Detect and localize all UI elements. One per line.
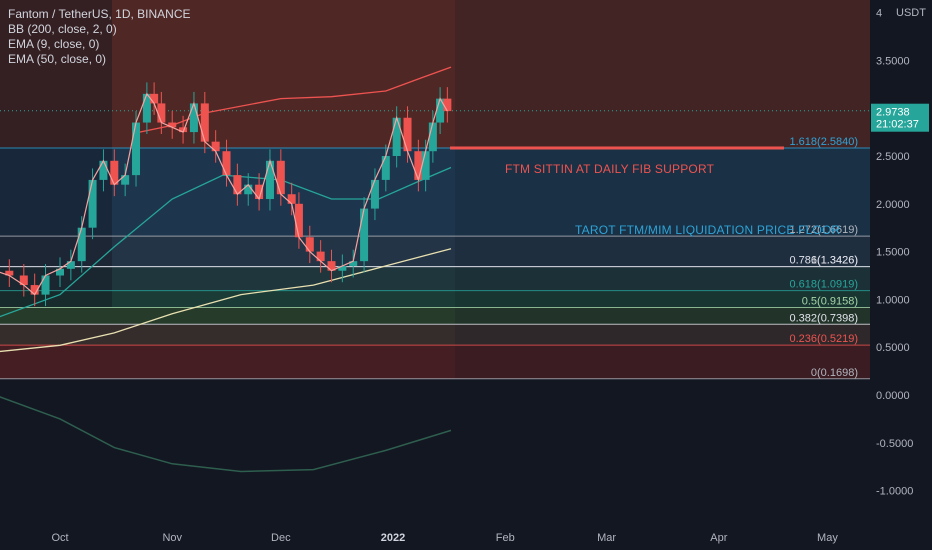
x-tick-label: Apr <box>710 532 727 544</box>
fib-label-0: 1.618(2.5840) <box>790 136 859 148</box>
time-axis[interactable] <box>0 525 932 550</box>
fib-zone-236 <box>0 345 870 379</box>
candle-body[interactable] <box>255 184 264 200</box>
candle-body[interactable] <box>200 103 209 142</box>
x-tick-label: May <box>817 532 838 544</box>
price-badge-value: 2.9738 <box>876 107 910 119</box>
candle-body[interactable] <box>428 122 437 152</box>
y-tick-label: 3.5000 <box>876 55 910 67</box>
candle-body[interactable] <box>121 175 130 185</box>
candle-body[interactable] <box>349 261 358 266</box>
candle-body[interactable] <box>142 93 151 123</box>
candle-body[interactable] <box>436 98 445 123</box>
candle-body[interactable] <box>157 103 166 123</box>
candle-body[interactable] <box>189 103 198 133</box>
y-tick-label: 0.0000 <box>876 390 910 402</box>
x-tick-label: Dec <box>271 532 291 544</box>
y-tick-label: -1.0000 <box>876 486 913 498</box>
fib-label-1: 1.272(1.6619) <box>790 224 859 236</box>
indicator-bb[interactable]: BB (200, close, 2, 0) <box>8 22 117 36</box>
candle-body[interactable] <box>392 117 401 156</box>
candle-body[interactable] <box>338 265 347 271</box>
fib-support-annotation[interactable]: FTM SITTIN AT DAILY FIB SUPPORT <box>505 162 715 176</box>
candle-body[interactable] <box>99 160 108 180</box>
candle-body[interactable] <box>150 93 159 104</box>
y-tick-label: 1.5000 <box>876 247 910 259</box>
candle-body[interactable] <box>414 151 423 180</box>
candle-body[interactable] <box>381 156 390 180</box>
fib-zone-382 <box>0 324 870 346</box>
candle-body[interactable] <box>305 237 314 252</box>
y-tick-label: -0.5000 <box>876 438 913 450</box>
fib-label-5: 0.5(0.9158) <box>802 295 858 307</box>
candle-body[interactable] <box>56 268 64 276</box>
price-badge-countdown: 21:02:37 <box>876 119 919 131</box>
x-tick-label: Mar <box>597 532 616 544</box>
candle-body[interactable] <box>327 261 336 271</box>
candle-body[interactable] <box>233 175 242 195</box>
x-tick-label: Oct <box>51 532 68 544</box>
candle-body[interactable] <box>88 179 97 228</box>
candle-body[interactable] <box>5 270 14 276</box>
candle-body[interactable] <box>211 141 220 152</box>
indicator-ema50[interactable]: EMA (50, close, 0) <box>8 52 107 66</box>
candle-body[interactable] <box>77 227 86 262</box>
candle-body[interactable] <box>287 194 296 204</box>
symbol-title: Fantom / TetherUS, 1D, BINANCE <box>8 7 191 21</box>
candle-body[interactable] <box>294 203 303 238</box>
fib-zone-1272 <box>0 236 870 267</box>
candle-body[interactable] <box>276 160 285 195</box>
y-unit-label: USDT <box>896 7 926 19</box>
candle-body[interactable] <box>443 98 452 112</box>
fib-zone-618 <box>0 290 870 308</box>
fib-label-6: 0.382(0.7398) <box>790 312 859 324</box>
ema50-line[interactable] <box>0 166 452 319</box>
candle-body[interactable] <box>316 251 325 262</box>
candle-body[interactable] <box>66 261 75 269</box>
candle-body[interactable] <box>168 122 177 128</box>
ema9-line[interactable] <box>0 92 448 296</box>
price-badge <box>871 103 929 132</box>
y-tick-label: 0.5000 <box>876 342 910 354</box>
fib-label-7: 0.236(0.5219) <box>790 333 859 345</box>
fib-zone-5 <box>0 307 870 325</box>
y-tick-label: 2.0000 <box>876 199 910 211</box>
chart-legend: Fantom / TetherUS, 1D, BINANCE BB (200, … <box>8 7 191 67</box>
x-tick-label: Feb <box>496 532 515 544</box>
y-tick-label: 1.0000 <box>876 294 910 306</box>
candle-body[interactable] <box>421 151 430 180</box>
candle-body[interactable] <box>41 275 50 295</box>
bb-lower-line[interactable] <box>0 395 452 473</box>
candle-body[interactable] <box>360 208 369 262</box>
history-shade <box>0 0 112 308</box>
y-tick-label: 2.5000 <box>876 151 910 163</box>
candle-body[interactable] <box>222 151 231 176</box>
candle-body[interactable] <box>19 275 28 286</box>
y-tick-label: 4 <box>876 8 882 20</box>
x-tick-label: Nov <box>162 532 182 544</box>
bb-upper-line[interactable] <box>139 66 452 133</box>
candle-body[interactable] <box>244 184 253 195</box>
fib-label-4: 0.618(1.0919) <box>790 279 859 291</box>
projection-shade <box>455 0 870 380</box>
candle-body[interactable] <box>30 285 39 295</box>
bb-basis-line[interactable] <box>0 248 452 353</box>
indicator-ema9[interactable]: EMA (9, close, 0) <box>8 37 100 51</box>
candle-body[interactable] <box>370 179 379 209</box>
fib-label-3: 0.786(1.3426) <box>790 255 859 267</box>
price-axis[interactable] <box>870 0 932 550</box>
liquidation-annotation[interactable]: TAROT FTM/MIM LIQUIDATION PRICE FLOOR <box>575 223 841 237</box>
candle-body[interactable] <box>179 127 188 133</box>
fib-label-8: 0(0.1698) <box>811 367 858 379</box>
fib-zone-786 <box>0 266 870 291</box>
fib-label-2: 1(1.3426) <box>811 255 858 267</box>
candle-body[interactable] <box>265 160 274 200</box>
candle-body[interactable] <box>110 160 119 185</box>
candle-body[interactable] <box>403 117 412 152</box>
candle-body[interactable] <box>132 122 141 176</box>
x-tick-label: 2022 <box>381 532 405 544</box>
